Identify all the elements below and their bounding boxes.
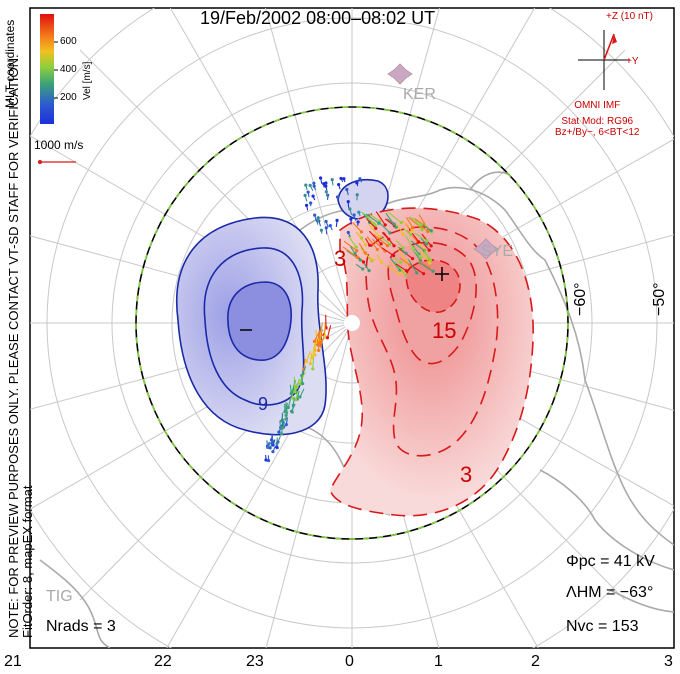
- site-label-tig: TIG: [46, 588, 73, 605]
- imf-info: OMNI IMF Stat Mod: RG96 Bz+/By−, 6<BT<12: [555, 100, 640, 138]
- mlt-tick-0: 0: [345, 653, 354, 670]
- potential-extrema: [240, 267, 449, 331]
- site-label-sye: SYE: [481, 243, 514, 260]
- geomagnetic-pole-marker: [344, 315, 360, 331]
- velocity-colorbar: [40, 14, 54, 124]
- velocity-vectors: [264, 176, 435, 463]
- contour-label-3-upper: 3: [334, 246, 347, 271]
- vector-count: Nvc = 153: [566, 618, 639, 635]
- latitude-label-60: −60°: [572, 282, 589, 316]
- reference-vector-label: 1000 m/s: [34, 138, 84, 152]
- contour-label-15: 15: [432, 318, 457, 343]
- positive-potential-cell: [329, 207, 534, 517]
- imf-y-label: +Y: [626, 56, 639, 67]
- reference-vector: [38, 160, 76, 164]
- contour-label-3-lower: 3: [460, 462, 473, 487]
- colorbar-tick-200: 200: [60, 92, 77, 103]
- fit-order-note: FitOrder: 8, mapEX format: [20, 485, 35, 638]
- colorbar-unit-label: Vel [m/s]: [82, 61, 93, 100]
- imf-dial: [578, 30, 630, 90]
- hmb-dash-overlay: [135, 106, 569, 540]
- station-markers: [387, 63, 499, 260]
- map-title: 19/Feb/2002 08:00–08:02 UT: [200, 8, 436, 28]
- mlt-tick-1: 1: [434, 653, 443, 670]
- mlt-tick-21: 21: [4, 653, 22, 670]
- latitude-label-50: −50°: [651, 282, 668, 316]
- stat-model: Stat Mod: RG96: [561, 116, 634, 127]
- colorbar-ticks: [54, 41, 58, 99]
- mlt-tick-3: 3: [664, 653, 673, 670]
- radar-count: Nrads = 3: [46, 618, 116, 635]
- site-label-ker: KER: [403, 86, 436, 103]
- mlt-tick-2: 2: [531, 653, 540, 670]
- coordinate-system-label: MLT coordinates: [3, 19, 17, 108]
- cross-polar-potential: Φpc = 41 kV: [566, 553, 655, 570]
- colorbar-tick-600: 600: [60, 36, 77, 47]
- contour-label-9: 9: [258, 394, 269, 414]
- mlt-tick-22: 22: [154, 653, 172, 670]
- colorbar-tick-400: 400: [60, 64, 77, 75]
- preview-note: NOTE: FOR PREVIEW PURPOSES ONLY. PLEASE …: [6, 54, 21, 638]
- hm-boundary-latitude: ΛHM = −63°: [566, 584, 654, 601]
- imf-z-label: +Z (10 nT): [606, 11, 653, 22]
- imf-condition: Bz+/By−, 6<BT<12: [555, 127, 640, 138]
- mlt-tick-23: 23: [246, 653, 264, 670]
- imf-source: OMNI IMF: [574, 100, 621, 111]
